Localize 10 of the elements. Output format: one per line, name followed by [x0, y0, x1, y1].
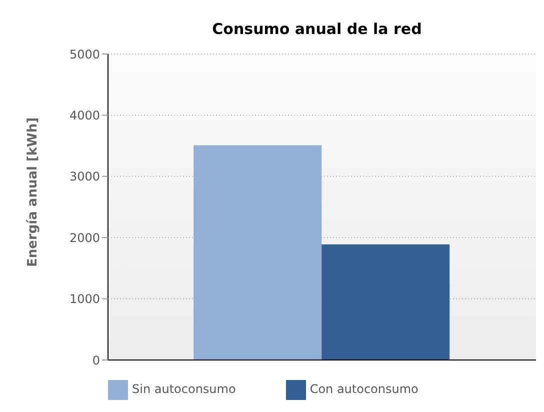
- y-tick-label: 1000: [69, 292, 100, 306]
- y-axis-title: Energía anual [kWh]: [26, 117, 41, 267]
- y-tick-label: 3000: [69, 170, 100, 184]
- y-tick-label: 2000: [69, 230, 100, 245]
- y-tick-label: 0: [92, 353, 100, 368]
- legend-label: Con autoconsumo: [310, 382, 418, 396]
- legend-label: Sin autoconsumo: [132, 382, 236, 396]
- y-tick-label: 4000: [69, 108, 100, 122]
- chart-title: Consumo anual de la red: [211, 19, 423, 40]
- y-tick-label: 5000: [69, 47, 100, 62]
